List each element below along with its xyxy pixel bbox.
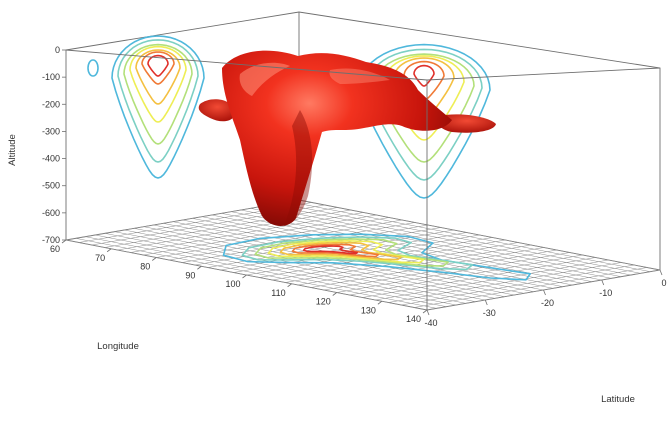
longitude-tick-label: 100 (225, 279, 240, 289)
floor-grid-line (250, 208, 612, 279)
isosurface-body (222, 50, 452, 227)
longitude-tick-label: 120 (316, 297, 331, 307)
front-top-edge-right (426, 67, 661, 81)
floor-contour-line (291, 243, 380, 258)
longitude-tick-mark (422, 309, 428, 314)
longitude-tick-mark (242, 274, 247, 279)
isosurface-right-lobe (437, 114, 496, 133)
floor-contours (222, 233, 532, 281)
latitude-tick-label: -10 (599, 288, 612, 298)
longitude-tick-label: 60 (50, 244, 60, 254)
longitude-ticks: 60 70 80 90 100 110 120 130 140 (50, 239, 428, 324)
altitude-tick-label: -700 (42, 235, 60, 245)
floor-grid-line (201, 216, 563, 287)
longitude-tick-label: 140 (406, 314, 421, 324)
latitude-tick-mark (484, 299, 488, 306)
altitude-axis-label: Altitude (7, 134, 18, 166)
back-contour-line (111, 35, 205, 179)
longitude-tick-mark (106, 248, 112, 253)
isosurface-left-lobe (198, 99, 236, 122)
latitude-tick-mark (601, 279, 605, 286)
floor-grid-line (279, 203, 641, 274)
floor-grid-line (114, 231, 476, 302)
latitude-tick-mark (659, 269, 663, 276)
floor-contour-line (222, 233, 532, 281)
floor-grid-line (104, 233, 466, 304)
floor-grid-line (269, 204, 631, 276)
floor-grid-line (95, 234, 457, 306)
latitude-ticks: -40 -30 -20 -10 0 (424, 269, 667, 328)
floor-grid-line (211, 214, 573, 286)
back-contour-line (129, 45, 187, 123)
front-top-edge-left (65, 49, 428, 81)
floor-contour-line (267, 240, 425, 264)
isosurface-highlight (239, 62, 290, 96)
floor-grid-line (240, 209, 602, 281)
altitude-tick-label: -500 (42, 181, 60, 191)
back-contour-line (87, 59, 99, 77)
side-contour-line (413, 64, 435, 87)
floor-grid-line (289, 201, 651, 272)
longitude-tick-mark (377, 300, 383, 305)
floor-contour-line (254, 238, 449, 267)
altitude-tick-label: -400 (42, 154, 60, 164)
longitude-axis-label: Longitude (97, 341, 139, 352)
altitude-tick-label: -100 (42, 72, 60, 82)
altitude-ticks: 0 -100 -200 -300 -400 -500 -600 -700 (42, 45, 66, 245)
floor-grid (65, 199, 661, 311)
floor-grid-line (85, 236, 447, 307)
longitude-tick-mark (61, 239, 67, 244)
back-contour-line (117, 39, 199, 163)
longitude-tick-label: 90 (185, 270, 195, 280)
floor-contour-line (302, 245, 359, 255)
latitude-axis-label: Latitude (601, 394, 635, 405)
altitude-tick-label: 0 (55, 45, 60, 55)
latitude-tick-mark (543, 289, 546, 296)
altitude-tick-label: -600 (42, 208, 60, 218)
isosurface-ridge (329, 68, 390, 84)
floor-grid-line (124, 229, 486, 301)
longitude-tick-label: 70 (95, 253, 105, 263)
floor-contour-line (241, 236, 474, 271)
isosurface-shade (284, 110, 313, 226)
floor-grid-line (182, 219, 544, 291)
longitude-tick-mark (332, 292, 337, 296)
longitude-tick-mark (197, 265, 202, 270)
longitude-tick-label: 130 (361, 305, 376, 315)
floor-contour-line (279, 241, 402, 261)
floor-grid-line (298, 199, 661, 271)
back-contour-line (123, 43, 193, 145)
floor-grid-line (75, 238, 437, 309)
latitude-tick-label: -40 (424, 318, 437, 328)
floor-grid-line (230, 211, 593, 282)
latitude-tick-label: -30 (483, 308, 496, 318)
altitude-tick-label: -300 (42, 126, 60, 136)
floor-grid-line (143, 226, 505, 297)
latitude-tick-mark (426, 309, 430, 316)
latitude-tick-label: -20 (541, 298, 554, 308)
latitude-tick-label: 0 (661, 278, 666, 288)
back-contour-line (141, 51, 175, 85)
longitude-tick-mark (152, 257, 157, 261)
back-contour-line (147, 54, 169, 77)
back-contour-line (135, 49, 181, 105)
back-wall-contours (87, 35, 205, 179)
longitude-tick-label: 80 (140, 262, 150, 272)
floor-grid-line (260, 206, 622, 277)
longitude-tick-mark (287, 283, 292, 288)
altitude-tick-label: -200 (42, 99, 60, 109)
isosurface (198, 50, 496, 227)
longitude-tick-label: 110 (271, 288, 285, 298)
